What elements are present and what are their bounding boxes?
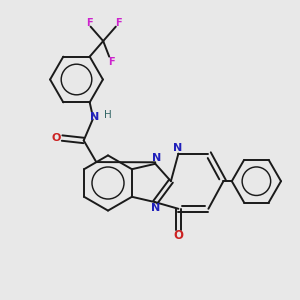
Text: F: F xyxy=(86,18,92,28)
Text: N: N xyxy=(151,203,160,213)
Text: H: H xyxy=(104,110,112,120)
Text: O: O xyxy=(173,229,183,242)
Text: O: O xyxy=(51,133,61,143)
Text: N: N xyxy=(91,112,100,122)
Text: F: F xyxy=(108,57,115,67)
Text: F: F xyxy=(115,18,122,28)
Text: N: N xyxy=(152,153,161,164)
Text: N: N xyxy=(173,143,182,153)
